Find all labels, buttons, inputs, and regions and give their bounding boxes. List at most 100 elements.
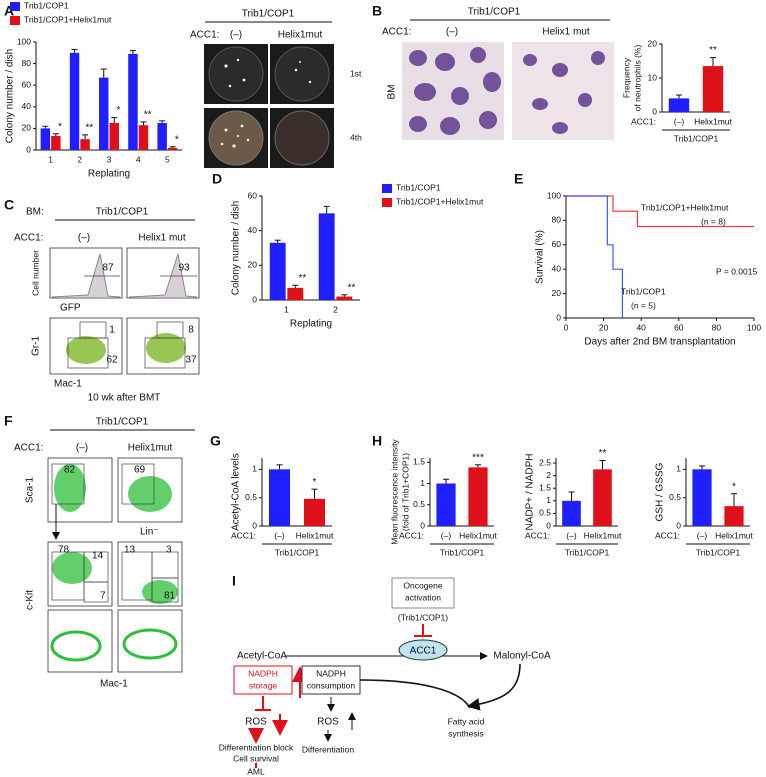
header: Trib1/COP1 [468,7,521,18]
y-axis-label: (fold of Trib1+COP1) [400,453,410,531]
histogram [126,247,200,299]
y-tick-label: 1.5 [413,457,425,467]
gate-value: 13 [124,545,136,556]
y-axis-label: Colony number / dish [231,201,242,296]
bar [128,53,138,150]
annotation: P = 0.0015 [716,266,757,276]
gate-value: 1 [109,325,115,336]
legend-swatch [382,198,392,207]
group-prefix: ACC1: [14,233,43,244]
y-tick-label: 0.5 [669,492,681,502]
y-tick-label: 0 [556,312,561,322]
bar [593,469,612,526]
gate-value: 69 [134,465,146,476]
y-tick-label: 20 [22,123,32,133]
y-tick-label: 0.5 [245,492,257,502]
group-label: Trib1/COP1 [565,547,610,557]
node-text: Differentiation [302,744,355,754]
group-prefix: ACC1: [399,530,424,540]
node-box [391,577,455,609]
flow-panel-f: Trib1/COP1 ACC1: (–) Helix1mut 82 69 Sca… [14,417,195,690]
y-tick-label: 0 [652,106,657,116]
gate [144,337,186,369]
annotation: (n = 5) [631,300,656,310]
y-tick-label: 1.5 [539,482,551,492]
dot-cloud [52,552,92,584]
significance: * [313,477,317,488]
panel-label: H [372,433,382,449]
y-tick-label: 1 [420,478,425,488]
gate-value: 37 [185,355,197,366]
panel-label: G [210,433,221,449]
annotation: Trib1/COP1+Helix1mut [641,202,729,212]
y-axis-label: Colony number / dish [5,49,16,144]
caption: 10 wk after BMT [88,393,161,404]
x-tick-label: 80 [712,322,722,332]
significance: * [117,105,121,116]
gate-value: 93 [178,263,190,274]
gate [151,577,179,603]
column-label: (–) [230,30,242,41]
significance: ** [709,45,717,56]
x-tick-label: 1 [48,154,53,164]
gate [67,337,109,369]
bar [562,500,581,526]
x-tick-label: 2 [77,154,82,164]
bar [269,469,290,526]
node-text: consumption [307,680,355,690]
legend-swatch [10,2,20,11]
gate [51,463,85,505]
group-prefix: ACC1: [14,443,43,454]
gate-value: 7 [100,591,106,602]
dot-cloud [142,580,178,604]
axis-label: GFP [60,303,81,314]
survival-line [566,195,623,318]
flow-panel-c: BM: Trib1/COP1 ACC1: (–) Helix1 mut 87 9… [14,207,200,404]
y-tick-label: 100 [547,190,561,200]
y-tick-label: 80 [552,215,562,225]
y-tick-label: 60 [552,239,562,249]
arrow [359,679,471,709]
x-tick-label: (–) [697,530,708,540]
bar [724,506,744,526]
y-axis-label: Frequency [621,57,631,98]
legend-label: Trib1/COP1 [396,182,441,192]
y-tick-label: 0 [420,520,425,530]
node-text: ROS [245,717,267,728]
y-tick-label: 0 [676,520,681,530]
significance: ** [599,448,607,459]
x-tick-label: Helix1mut [296,530,334,540]
y-tick-label: 1 [546,495,551,505]
node-text: ACC1 [410,646,437,657]
plate [208,46,264,102]
axis-label: Sca-1 [25,477,36,504]
column-label: (–) [78,233,90,244]
bar [80,139,90,150]
group-prefix: ACC1: [525,530,550,540]
bar [167,147,178,150]
bar [318,213,335,300]
dot-cloud [66,336,106,364]
plate [274,110,330,166]
x-tick-label: 1 [284,304,289,314]
node-box [301,665,361,695]
significance: ** [298,273,306,284]
y-tick-label: 80 [22,58,32,68]
histogram-curve [128,253,198,298]
cells [409,47,605,135]
x-tick-label: 2 [333,304,338,314]
contour-plot [47,609,113,673]
diagram: Oncogene activation (Trib1/COP1) ACC1 Ac… [219,577,551,776]
significance: ** [85,123,93,134]
x-tick-label: (–) [566,530,577,540]
significance: *** [472,452,484,463]
group-prefix: ACC1: [190,30,219,41]
node-text: storage [249,680,278,690]
column-label: Helix1mut [128,443,173,454]
panel-label: I [232,573,236,589]
row-label: 4th [350,132,362,142]
axis-label: Gr-1 [31,336,42,356]
plate-photos: Trib1/COP1 ACC1: (–) Helix1mut 1st 4th [190,9,362,168]
contour-plot [117,609,183,673]
group-label: Trib1/COP1 [440,547,485,557]
